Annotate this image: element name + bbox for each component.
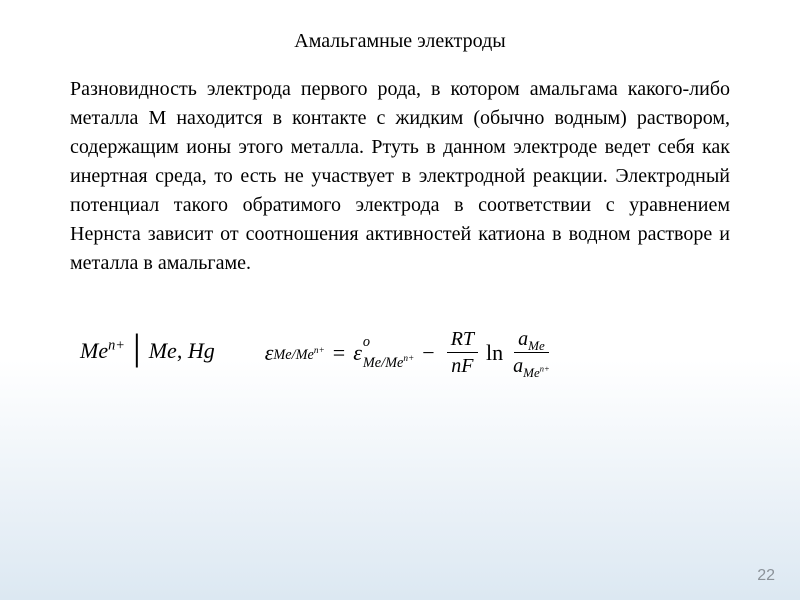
- species-charge: n+: [108, 337, 125, 353]
- phase-metal: Me: [149, 338, 177, 363]
- slide-body-text: Разновидность электрода первого рода, в …: [70, 75, 730, 278]
- phase-separator: │: [127, 335, 147, 367]
- minus-sign: −: [422, 340, 434, 366]
- ln-symbol: ln: [486, 340, 503, 366]
- nernst-equation: εMe/Men+ = εoMe/Men+ − RT nF ln aMe aMen…: [265, 328, 558, 377]
- slide-title: Амальгамные электроды: [70, 30, 730, 53]
- phase-mercury: Hg: [188, 338, 215, 363]
- activity-ratio: aMe aMen+: [509, 328, 554, 377]
- species-symbol: Me: [80, 338, 108, 363]
- slide-container: Амальгамные электроды Разновидность элек…: [0, 0, 800, 397]
- electrode-notation: Men+│Me, Hg: [80, 337, 215, 369]
- rt-over-nf: RT nF: [447, 328, 478, 377]
- page-number: 22: [757, 567, 775, 585]
- epsilon-left-sub: Me/Men+: [273, 351, 324, 355]
- formula-row: Men+│Me, Hg εMe/Men+ = εoMe/Men+ − RT nF…: [70, 328, 730, 377]
- epsilon-standard-subsup: oMe/Men+: [363, 340, 414, 366]
- epsilon-standard: ε: [353, 340, 362, 366]
